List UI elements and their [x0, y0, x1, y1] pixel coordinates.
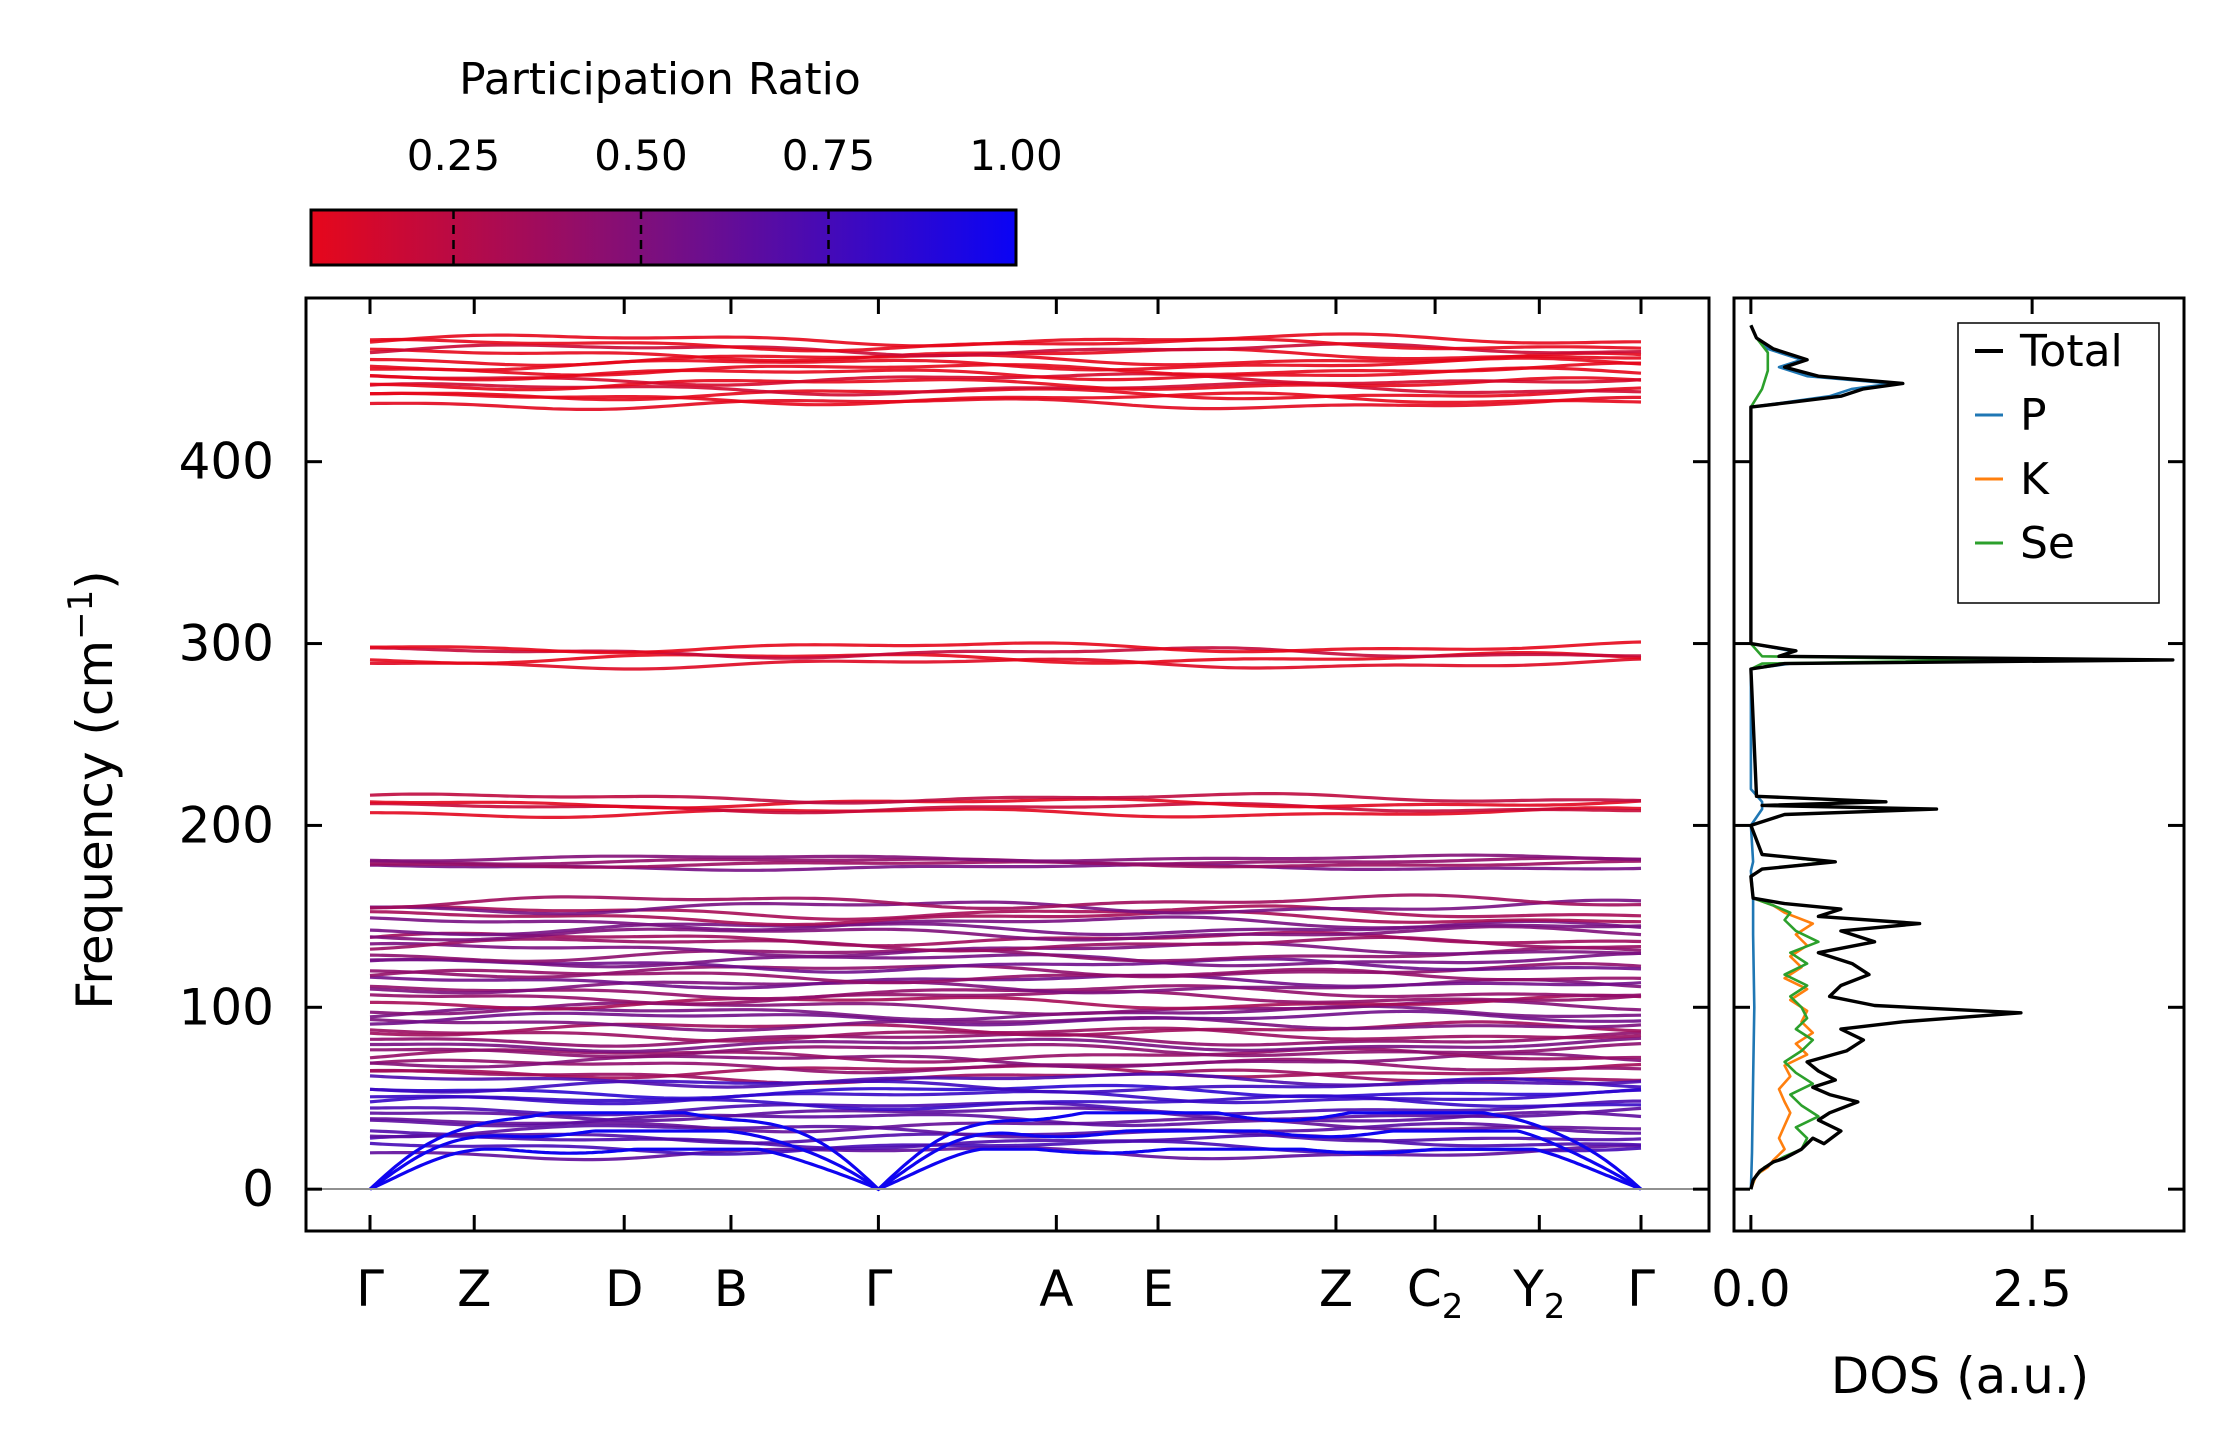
phonon-band [369, 376, 1642, 392]
x-tick-label: D [605, 1260, 644, 1318]
phonon-band [369, 853, 1642, 863]
phonon-band [369, 1020, 1642, 1037]
legend-label: Se [2020, 518, 2075, 569]
band-structure-panel: 0 100 200 300 400 Γ Z D B Γ A E Z C2 Y2 Γ Frequency (cm… [61, 296, 1711, 1327]
phonon-band [369, 909, 1642, 927]
legend-label: K [2020, 454, 2050, 505]
phonon-band [370, 640, 1642, 655]
y-tick-label: 100 [179, 978, 274, 1036]
phonon-band [369, 1088, 1642, 1106]
phonon-band [369, 904, 1642, 921]
colorbar-tick-label: 0.50 [594, 131, 688, 180]
legend-frame [1957, 322, 2160, 604]
phonon-band [369, 351, 1642, 367]
phonon-band [369, 962, 1642, 979]
dos-panel: 0.0 2.5 DOS (a.u.) Total PK Se [1711, 296, 2186, 1405]
phonon-band [370, 1036, 1642, 1054]
phonon-band [369, 797, 1642, 810]
phonon-band [369, 930, 1642, 948]
x-tick-label: Z [1319, 1260, 1353, 1318]
y-tick-label: 300 [179, 615, 274, 673]
phonon-band [369, 1106, 1642, 1123]
dos-series-total [1749, 324, 2175, 1190]
phonon-band [370, 1042, 1642, 1059]
dos-x-tick-label: 0.0 [1711, 1260, 1791, 1318]
colorbar-tick-label: 0.25 [407, 131, 501, 180]
y-axis-label: Frequency (cm−1) [61, 570, 124, 1010]
phonon-bands [368, 332, 1643, 1192]
x-tick-label: B [714, 1260, 748, 1318]
phonon-band [369, 1057, 1642, 1075]
band-axes-frame [304, 296, 1711, 1233]
phonon-band [369, 973, 1642, 990]
dos-legend: Total PK Se [1957, 322, 2160, 604]
colorbar-label: Participation Ratio [459, 54, 861, 105]
phonon-band [369, 957, 1642, 974]
phonon-band [369, 1077, 1642, 1094]
phonon-band [369, 342, 1642, 358]
phonon-band [369, 925, 1642, 942]
x-tick-label: Z [457, 1260, 491, 1318]
dos-axes-frame [1732, 296, 2186, 1233]
x-tick-label: Γ [1627, 1260, 1655, 1318]
phonon-band [369, 1052, 1642, 1069]
phonon-band [370, 993, 1642, 1011]
legend-label: P [2020, 390, 2047, 441]
acoustic-branch [369, 1147, 1642, 1191]
colorbar-tick-label: 0.75 [782, 131, 876, 180]
phonon-band [370, 806, 1642, 819]
phonon-band [369, 999, 1642, 1016]
phonon-band [369, 372, 1642, 387]
colorbar-gradient [309, 208, 1018, 267]
phonon-band [370, 898, 1642, 916]
y-tick-label: 200 [179, 796, 274, 854]
y-tick-label: 0 [242, 1160, 274, 1218]
phonon-band [369, 989, 1642, 1006]
acoustic-branch [369, 1129, 1642, 1192]
x-tick-label: A [1039, 1260, 1073, 1318]
phonon-band [369, 1110, 1642, 1128]
phonon-band [369, 391, 1642, 407]
colorbar-tick-label: 1.00 [969, 131, 1063, 180]
colorbar: Participation Ratio 0.25 0.50 0.75 1.00 [309, 54, 1063, 267]
dos-x-tick-label: 2.5 [1992, 1260, 2072, 1318]
legend-label: Total [2019, 326, 2123, 377]
y-tick-label: 400 [179, 433, 274, 491]
phonon-band [369, 1016, 1642, 1032]
phonon-band [369, 1009, 1642, 1027]
phonon-band [369, 1133, 1642, 1151]
phonon-band [369, 792, 1642, 805]
x-tick-label: Γ [864, 1260, 892, 1318]
x-tick-label: C2 [1407, 1260, 1464, 1327]
x-tick-label: Y2 [1512, 1260, 1565, 1327]
x-tick-label: E [1142, 1260, 1174, 1318]
dos-series-k [1749, 879, 1815, 1190]
phonon-band [369, 915, 1642, 932]
band-axes-ticks: 0 100 200 300 400 Γ Z D B Γ A E Z C2 Y2 Γ [179, 298, 1709, 1327]
phonon-band [369, 946, 1642, 963]
phonon-band [369, 1094, 1642, 1112]
phonon-band [369, 1121, 1641, 1139]
phonon-band [369, 332, 1641, 348]
dos-x-axis-label: DOS (a.u.) [1831, 1347, 2090, 1405]
dos-curves [1749, 324, 2175, 1190]
phonon-band [370, 801, 1642, 815]
x-tick-label: Γ [356, 1260, 384, 1318]
acoustic-branch [368, 1111, 1643, 1192]
phonon-band [369, 951, 1642, 969]
phonon-band [369, 893, 1642, 910]
phonon-band [369, 984, 1642, 1001]
dos-axes-ticks: 0.0 2.5 [1711, 298, 2184, 1318]
phonon-band [369, 1072, 1642, 1089]
colorbar-ticks: 0.25 0.50 0.75 1.00 [407, 131, 1063, 265]
